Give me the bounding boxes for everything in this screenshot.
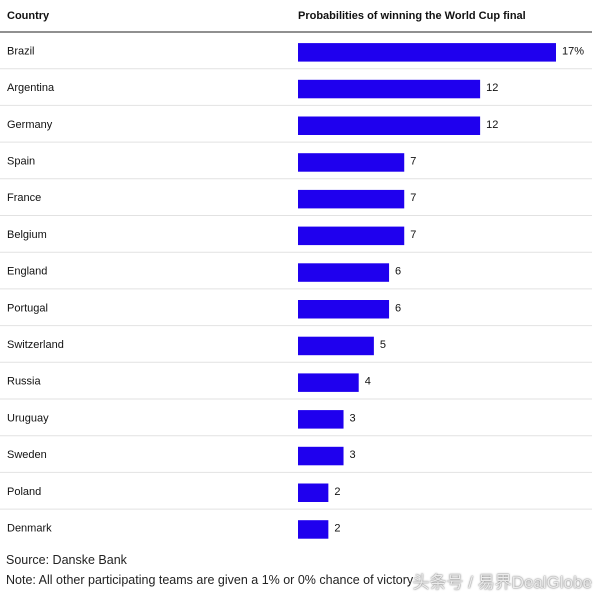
country-label: Brazil xyxy=(7,45,35,57)
value-label: 4 xyxy=(365,376,371,388)
value-label: 2 xyxy=(334,486,340,498)
bar xyxy=(298,300,390,319)
value-label: 3 xyxy=(350,449,356,461)
country-label: Germany xyxy=(7,119,53,131)
value-label: 7 xyxy=(410,229,416,241)
country-label: Poland xyxy=(7,486,41,498)
bar xyxy=(298,43,556,62)
country-label: Russia xyxy=(7,376,42,388)
bar xyxy=(298,336,374,356)
value-label: 3 xyxy=(350,412,356,424)
value-label: 12 xyxy=(486,119,498,131)
watermark: 头条号 / 易界DealGlobe xyxy=(412,573,593,592)
country-label: Spain xyxy=(7,155,35,167)
country-label: Sweden xyxy=(7,449,47,461)
chart-rows: Brazil 17% Argentina 12 Germany 12 Spain 7 Franc… xyxy=(0,43,592,539)
value-label: 5 xyxy=(380,339,386,351)
country-label: England xyxy=(7,266,47,278)
bar-chart: Country Probabilities of winning the Wor… xyxy=(0,10,592,539)
bar xyxy=(298,153,405,172)
country-label: Belgium xyxy=(7,229,47,241)
value-label: 12 xyxy=(486,82,498,94)
value-label: 17% xyxy=(562,45,584,57)
value-label: 2 xyxy=(334,522,340,534)
bar xyxy=(298,79,481,99)
country-label: Portugal xyxy=(7,302,48,314)
bar xyxy=(298,483,329,502)
footnote: Note: All other participating teams are … xyxy=(6,573,414,587)
country-label: Denmark xyxy=(7,522,52,534)
value-label: 7 xyxy=(410,192,416,204)
country-label: Argentina xyxy=(7,82,55,94)
bar xyxy=(298,520,329,539)
value-label: 7 xyxy=(410,155,416,167)
bar xyxy=(298,373,359,392)
value-label: 6 xyxy=(395,266,401,278)
country-label: Uruguay xyxy=(7,412,49,424)
bar xyxy=(298,189,405,209)
country-label: France xyxy=(7,192,41,204)
bar xyxy=(298,446,344,466)
value-label: 6 xyxy=(395,302,401,314)
country-column-header: Country xyxy=(7,10,50,22)
country-label: Switzerland xyxy=(7,339,64,351)
bar xyxy=(298,116,481,135)
bar xyxy=(298,226,405,246)
source-note: Source: Danske Bank xyxy=(6,553,127,567)
probability-column-header: Probabilities of winning the World Cup f… xyxy=(298,10,526,22)
bar xyxy=(298,263,390,282)
bar xyxy=(298,410,344,429)
